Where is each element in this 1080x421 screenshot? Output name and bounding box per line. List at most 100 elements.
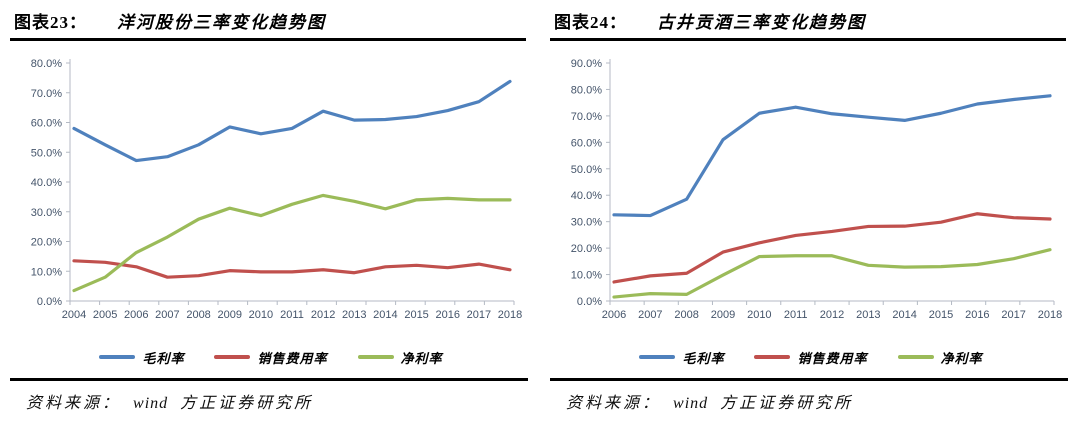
x-tick-label: 2012 [820,309,844,321]
series-line-毛利率 [612,94,1052,218]
x-tick-label: 2015 [929,309,953,321]
line-chart: 0.0% 10.0% 20.0% 30.0% 40.0% 50.0% 60.0% 70.0% 8… [550,49,1072,342]
y-tick-label: 60.0% [571,137,602,149]
source-vendor: wind [673,395,709,412]
figure-tag: 图表23： [14,13,87,32]
x-tick-label: 2009 [217,309,241,321]
x-tick-label: 2009 [711,309,735,321]
y-tick-label: 70.0% [571,111,602,123]
source-line: 资料来源： wind 方正证券研究所 [10,389,532,413]
legend-swatch [99,355,136,359]
y-tick-label: 0.0% [37,296,62,308]
x-tick-label: 2008 [674,309,698,321]
chart-legend: 毛利率 销售费用率 净利率 [550,344,1072,370]
y-tick-label: 50.0% [31,147,62,159]
legend-label: 销售费用率 [797,350,868,366]
y-tick-label: 40.0% [31,177,62,189]
x-tick-label: 2016 [435,309,459,321]
figure-panel-left: 图表23： 洋河股份三率变化趋势图 0.0% 10.0% 20.0% 30.0% 40.… [10,6,532,421]
series-line-销售费用率 [612,212,1052,284]
legend-swatch [357,355,394,359]
x-tick-label: 2004 [62,309,86,321]
figure-footer: 资料来源： wind 方正证券研究所 [550,378,1072,421]
y-tick-label: 20.0% [31,237,62,249]
figure-footer: 资料来源： wind 方正证券研究所 [10,378,532,421]
y-tick-label: 60.0% [31,118,62,130]
legend-swatch [639,355,676,359]
x-tick-label: 2010 [249,309,273,321]
y-tick-label: 20.0% [571,243,602,255]
y-tick-label: 30.0% [31,207,62,219]
x-tick-label: 2012 [311,309,335,321]
source-line: 资料来源： wind 方正证券研究所 [550,389,1072,413]
series-line-净利率 [72,193,512,293]
legend-swatch [754,355,791,359]
y-tick-label: 40.0% [571,190,602,202]
x-tick-label: 2016 [965,309,989,321]
legend-label: 净利率 [940,350,983,366]
x-tick-label: 2007 [638,309,662,321]
x-tick-label: 2014 [373,309,397,321]
x-tick-label: 2017 [467,309,491,321]
x-tick-label: 2007 [155,309,179,321]
x-tick-label: 2013 [856,309,880,321]
legend-item: 毛利率 [99,348,184,367]
x-tick-label: 2006 [124,309,148,321]
x-tick-label: 2013 [342,309,366,321]
legend-label: 毛利率 [682,350,725,366]
source-label: 资料来源： [566,395,662,412]
header-divider [550,38,1066,41]
chart-canvas: 0.0% 10.0% 20.0% 30.0% 40.0% 50.0% 60.0% 70.0% 8… [571,58,1062,321]
series-line-净利率 [612,248,1052,299]
legend-item: 净利率 [897,348,983,367]
line-chart: 0.0% 10.0% 20.0% 30.0% 40.0% 50.0% 60.0% 70.0% 8… [10,49,532,342]
y-tick-label: 10.0% [31,266,62,278]
legend-swatch [214,355,251,359]
source-vendor: wind [133,395,169,412]
footer-divider [550,378,1068,381]
figure-title: 洋河股份三率变化趋势图 [117,13,326,32]
series-line-毛利率 [72,79,512,163]
x-tick-label: 2005 [93,309,117,321]
legend-item: 销售费用率 [214,348,327,367]
x-tick-label: 2006 [602,309,626,321]
legend-item: 销售费用率 [754,348,867,367]
y-tick-label: 10.0% [571,270,602,282]
x-tick-label: 2011 [784,309,808,321]
figure-tag: 图表24： [554,13,627,32]
legend-label: 净利率 [400,350,443,366]
figure-title: 古井贡酒三率变化趋势图 [657,13,866,32]
chart-canvas: 0.0% 10.0% 20.0% 30.0% 40.0% 50.0% 60.0% 70.0% 8… [31,58,522,321]
x-tick-label: 2018 [1038,309,1062,321]
chart-legend: 毛利率 销售费用率 净利率 [10,344,532,370]
y-tick-label: 80.0% [31,58,62,70]
figure-header: 图表24： 古井贡酒三率变化趋势图 [550,6,1072,38]
y-tick-label: 0.0% [577,296,602,308]
x-tick-label: 2008 [186,309,210,321]
x-tick-label: 2011 [280,309,304,321]
source-org: 方正证券研究所 [720,395,854,412]
source-org: 方正证券研究所 [180,395,314,412]
footer-divider [10,378,528,381]
x-tick-label: 2010 [747,309,771,321]
legend-item: 毛利率 [639,348,724,367]
legend-item: 净利率 [357,348,443,367]
legend-label: 销售费用率 [257,350,328,366]
figure-header: 图表23： 洋河股份三率变化趋势图 [10,6,532,38]
y-tick-label: 70.0% [31,88,62,100]
source-label: 资料来源： [26,395,122,412]
y-tick-label: 90.0% [571,58,602,70]
legend-swatch [897,355,934,359]
legend-label: 毛利率 [142,350,185,366]
x-tick-label: 2017 [1001,309,1025,321]
header-divider [10,38,526,41]
x-tick-label: 2018 [498,309,522,321]
y-tick-label: 30.0% [571,217,602,229]
y-tick-label: 50.0% [571,164,602,176]
figure-panel-right: 图表24： 古井贡酒三率变化趋势图 0.0% 10.0% 20.0% 30.0% 40.… [540,0,1080,421]
series-line-销售费用率 [72,259,512,279]
x-tick-label: 2014 [892,309,916,321]
x-tick-label: 2015 [404,309,428,321]
y-tick-label: 80.0% [571,84,602,96]
